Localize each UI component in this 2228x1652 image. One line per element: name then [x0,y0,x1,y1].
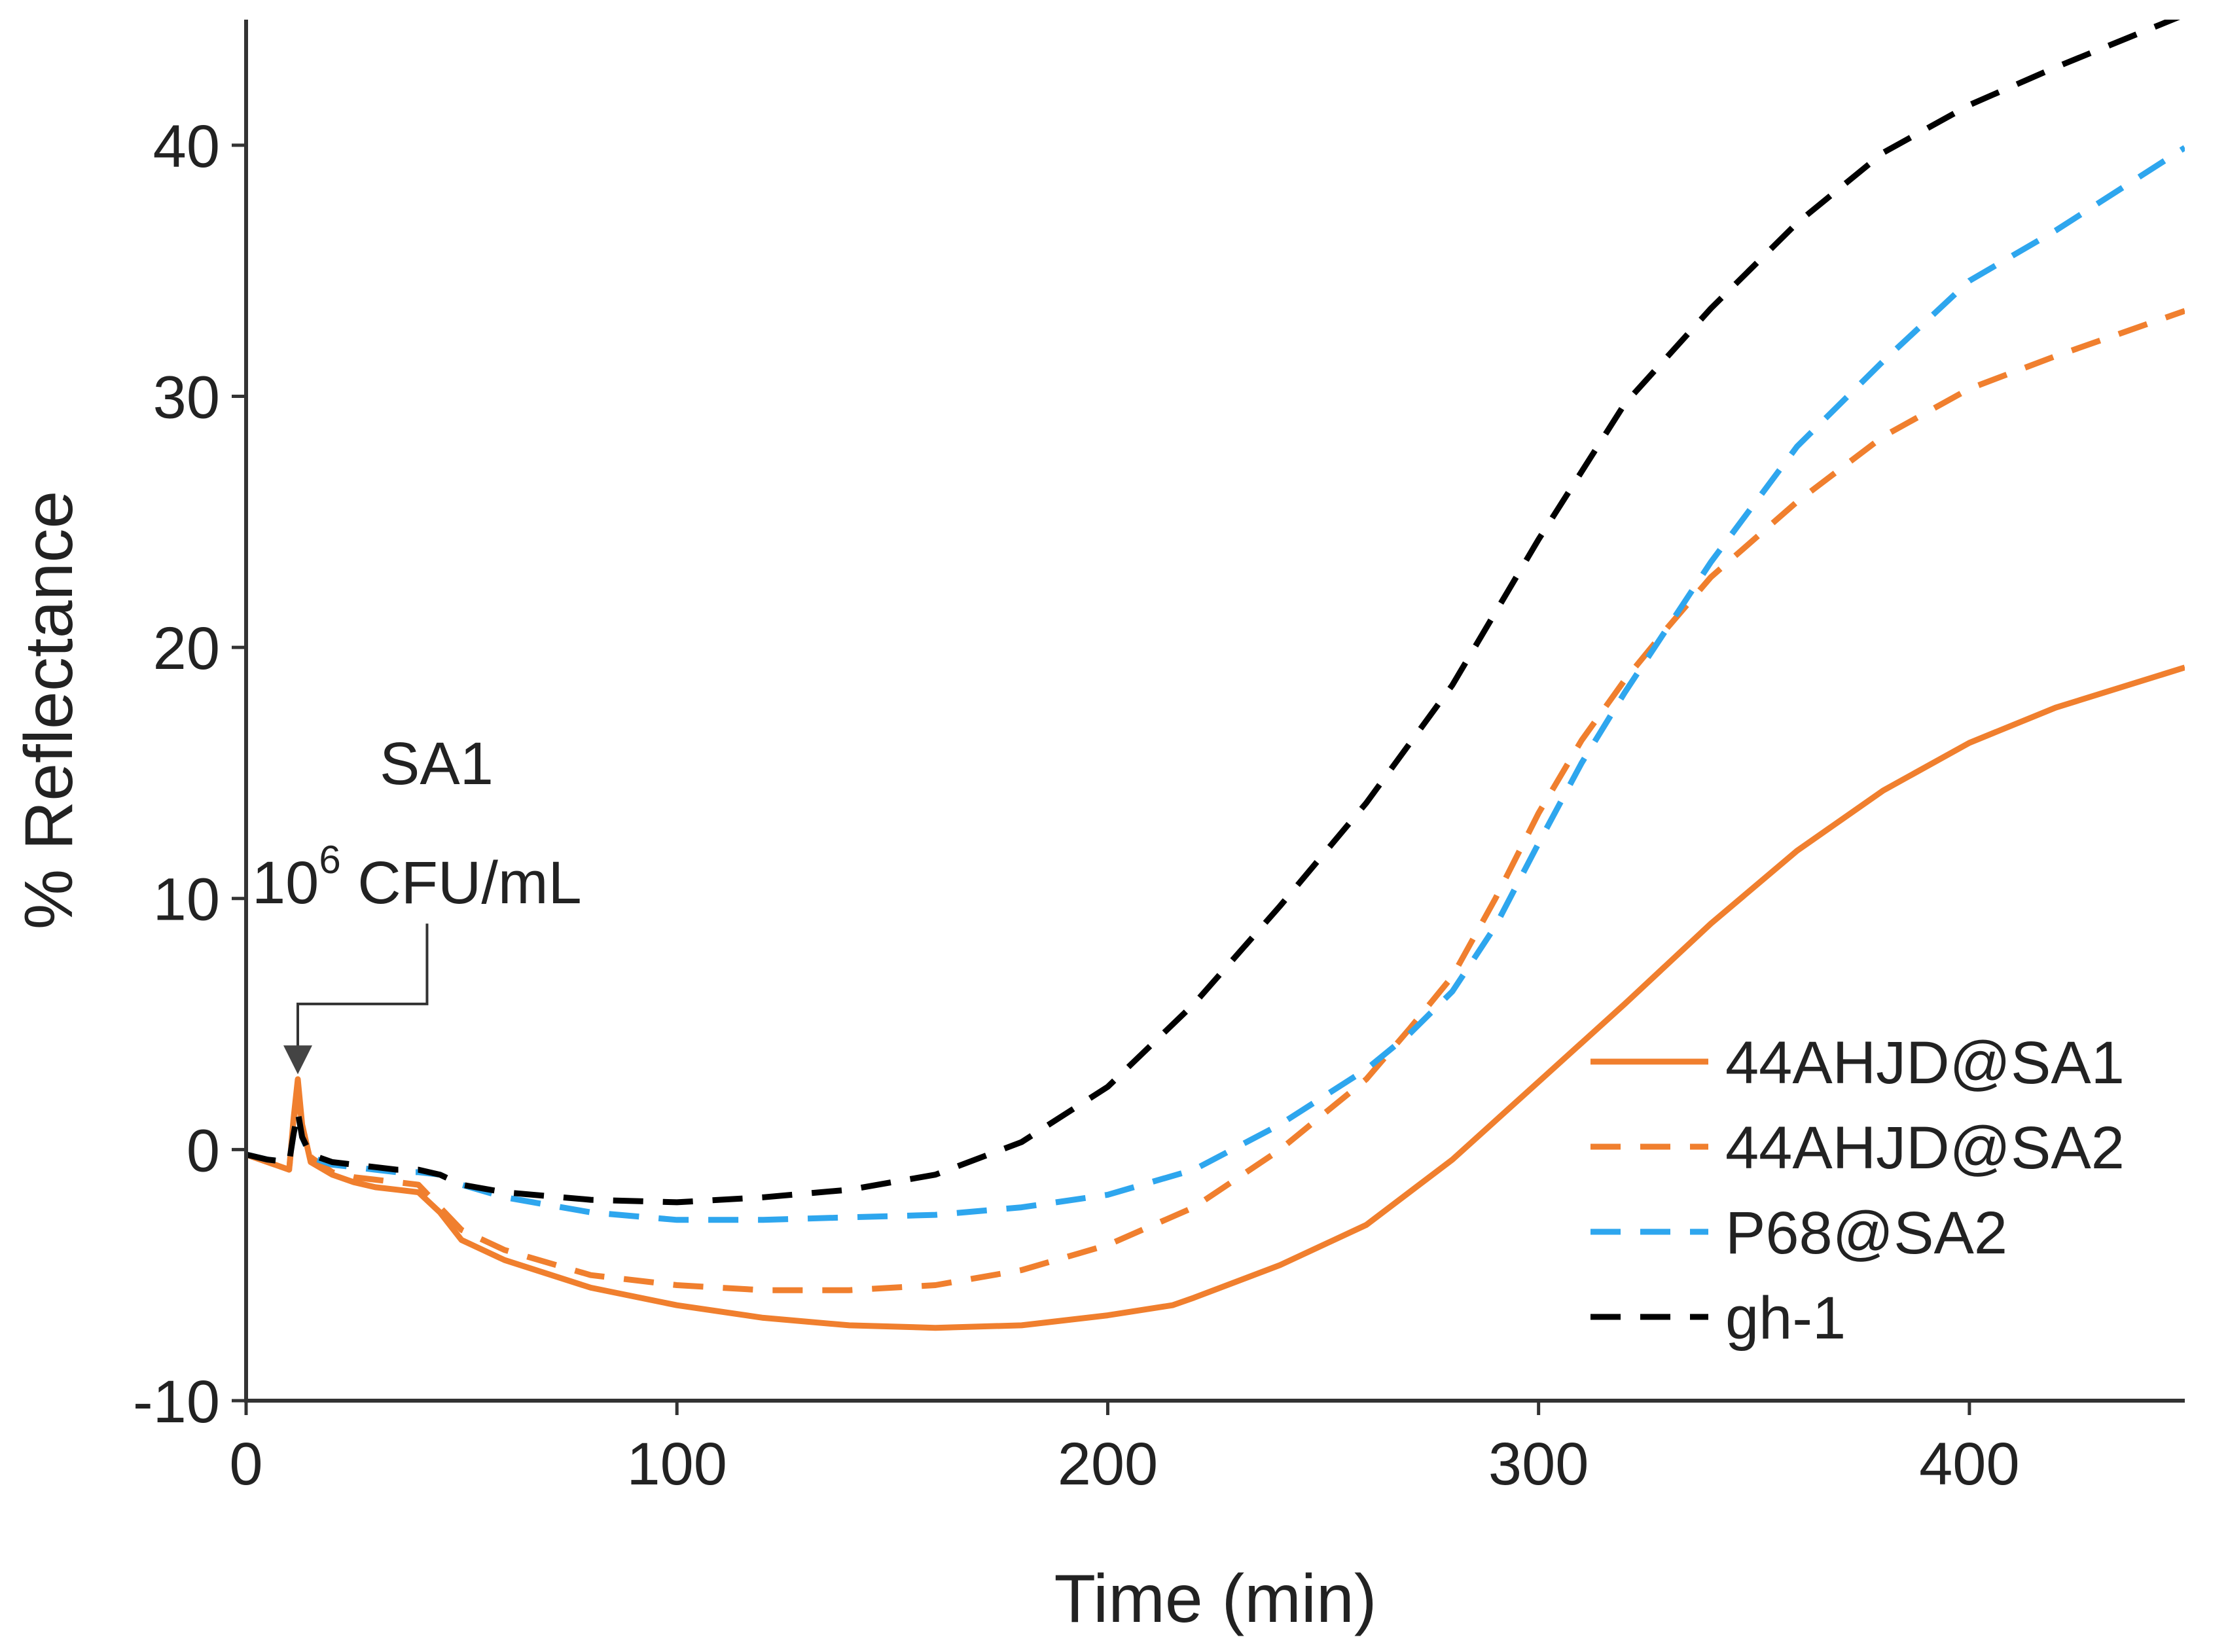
x-ticks: 0 100 200 300 400 [229,1401,2020,1498]
series-layer [246,20,2185,1331]
annotation-base: 10 [252,850,319,916]
annotation-arrowhead [283,1045,312,1075]
y-tick-label: 40 [153,113,220,180]
x-tick-label: 200 [1058,1431,1159,1498]
x-axis-title: Time (min) [1054,1561,1377,1637]
x-tick-label: 300 [1488,1431,1589,1498]
legend-label-44ahjd-sa1: 44AHJD@SA1 [1725,1030,2125,1096]
y-tick-label: 10 [153,867,220,933]
legend-label-44ahjd-sa2: 44AHJD@SA2 [1725,1115,2125,1181]
series-line-44ahjd-sa2 [246,308,2185,1293]
annotation-label-sa1: SA1 [380,730,494,797]
series-line-gh-1 [246,20,2181,1206]
y-tick-label: 30 [153,364,220,431]
y-tick-label: -10 [133,1369,220,1435]
y-tick-label: 0 [187,1117,220,1184]
annotation-unit: CFU/mL [341,850,582,916]
sa1-annotation: SA1 106 CFU/mL [252,730,582,1075]
y-axis-title: % Reflectance [11,491,87,930]
annotation-leader-line [296,924,429,1050]
annotation-label-concentration: 106 CFU/mL [252,838,582,916]
y-tick-label: 20 [153,615,220,682]
x-tick-label: 100 [626,1431,727,1498]
x-tick-label: 400 [1919,1431,2020,1498]
series-line-p68-sa2 [246,145,2185,1223]
series-line-44ahjd-sa1 [246,664,2185,1331]
legend-label-gh-1: gh-1 [1725,1285,1846,1352]
axes [244,20,2185,1403]
x-tick-label: 0 [229,1431,262,1498]
y-ticks: -10 0 10 20 30 40 [133,113,246,1435]
legend: 44AHJD@SA1 44AHJD@SA2 P68@SA2 gh-1 [1590,1030,2125,1352]
annotation-exponent: 6 [319,838,340,882]
legend-label-p68-sa2: P68@SA2 [1725,1200,2007,1266]
